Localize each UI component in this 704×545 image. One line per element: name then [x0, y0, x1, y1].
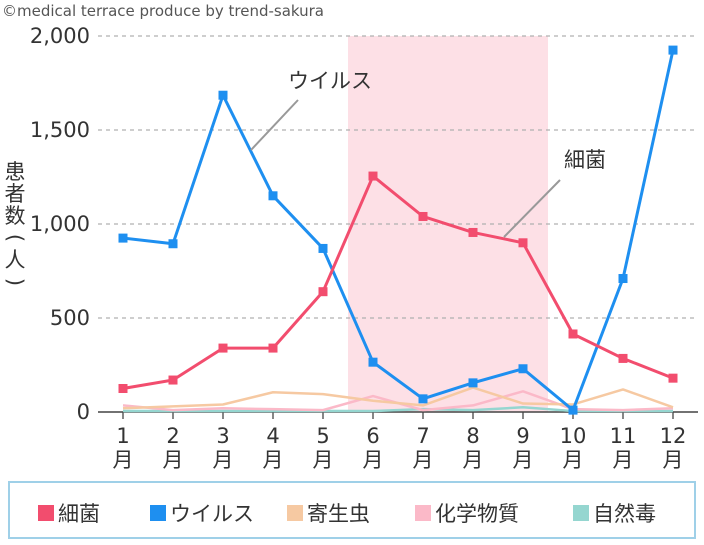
legend-item: 細菌	[38, 498, 100, 528]
legend-item: 自然毒	[573, 498, 656, 528]
data-point	[668, 373, 678, 383]
series-line-2	[122, 386, 674, 410]
legend-label: 化学物質	[435, 502, 519, 526]
legend-item: ウイルス	[150, 498, 254, 528]
legend-item: 寄生虫	[287, 498, 370, 528]
series-line-0	[122, 174, 674, 390]
y-axis-label-char: 人	[5, 248, 26, 272]
y-axis-label-char: 数	[5, 204, 26, 228]
x-tick-label: 7	[416, 424, 429, 448]
data-point	[268, 191, 278, 201]
legend-swatch	[150, 505, 166, 521]
x-tick-unit: 月	[163, 448, 184, 472]
line-chart: ©medical terrace produce by trend-sakura…	[2, 2, 698, 472]
data-point	[318, 287, 328, 297]
x-tick-label: 1	[116, 424, 129, 448]
legend: 細菌 ウイルス 寄生虫 化学物質 自然毒	[8, 481, 696, 539]
y-tick-label: 1,500	[30, 118, 90, 142]
data-point	[468, 378, 478, 388]
x-tick-unit: 月	[663, 448, 684, 472]
data-point	[268, 343, 278, 353]
y-tick-label: 500	[50, 306, 90, 330]
x-tick-unit: 月	[313, 448, 334, 472]
data-point	[418, 394, 428, 404]
data-point	[218, 343, 228, 353]
data-point	[618, 274, 628, 284]
x-tick-unit: 月	[413, 448, 434, 472]
data-point	[518, 364, 528, 374]
data-point	[368, 357, 378, 367]
data-point	[518, 238, 528, 248]
y-axis-label-char: 者	[5, 182, 26, 206]
y-axis-label-char: )	[3, 278, 27, 286]
data-point	[568, 329, 578, 339]
x-tick-label: 9	[516, 424, 529, 448]
x-tick-unit: 月	[263, 448, 284, 472]
x-tick-label: 2	[166, 424, 179, 448]
data-point	[468, 227, 478, 237]
series-line-4	[123, 406, 673, 413]
x-tick-label: 5	[316, 424, 329, 448]
x-tick-unit: 月	[113, 448, 134, 472]
legend-swatch	[287, 505, 303, 521]
x-tick-label: 10	[560, 424, 587, 448]
series-line-1	[122, 49, 675, 412]
legend-label: ウイルス	[170, 502, 254, 526]
x-tick-unit: 月	[513, 448, 534, 472]
legend-swatch	[38, 505, 54, 521]
data-point	[668, 45, 678, 55]
legend-label: 細菌	[58, 502, 100, 526]
x-tick-label: 4	[266, 424, 279, 448]
x-tick-unit: 月	[563, 448, 584, 472]
x-tick-label: 11	[610, 424, 637, 448]
x-tick-label: 12	[660, 424, 687, 448]
data-point	[168, 375, 178, 385]
data-point	[218, 90, 228, 100]
x-tick-label: 8	[466, 424, 479, 448]
data-point	[118, 233, 128, 243]
data-point	[318, 243, 328, 253]
legend-label: 自然毒	[593, 502, 656, 526]
annotation-label: ウイルス	[288, 69, 372, 93]
data-point	[568, 405, 578, 415]
x-tick-unit: 月	[363, 448, 384, 472]
annotation-leader	[503, 179, 561, 238]
annotation-label: 細菌	[564, 148, 606, 172]
x-tick-label: 3	[216, 424, 229, 448]
data-point	[618, 353, 628, 363]
legend-swatch	[415, 505, 431, 521]
data-point	[418, 211, 428, 221]
legend-item: 化学物質	[415, 498, 519, 528]
y-tick-label: 1,000	[30, 212, 90, 236]
y-tick-label: 0	[77, 400, 90, 424]
data-point	[118, 384, 128, 393]
annotation-leader	[250, 99, 299, 151]
plot-area: 05001,0001,5002,0001月2月3月4月5月6月7月8月9月10月…	[3, 24, 698, 472]
legend-swatch	[573, 505, 589, 521]
data-point	[368, 171, 378, 181]
y-tick-label: 2,000	[30, 24, 90, 48]
y-axis-label-char: (	[3, 234, 27, 242]
legend-label: 寄生虫	[307, 502, 370, 526]
data-point	[168, 239, 178, 249]
credit-text: ©medical terrace produce by trend-sakura	[2, 2, 324, 20]
x-tick-label: 6	[366, 424, 379, 448]
x-tick-unit: 月	[463, 448, 484, 472]
x-tick-unit: 月	[613, 448, 634, 472]
y-axis-label-char: 患	[5, 160, 26, 184]
x-tick-unit: 月	[213, 448, 234, 472]
